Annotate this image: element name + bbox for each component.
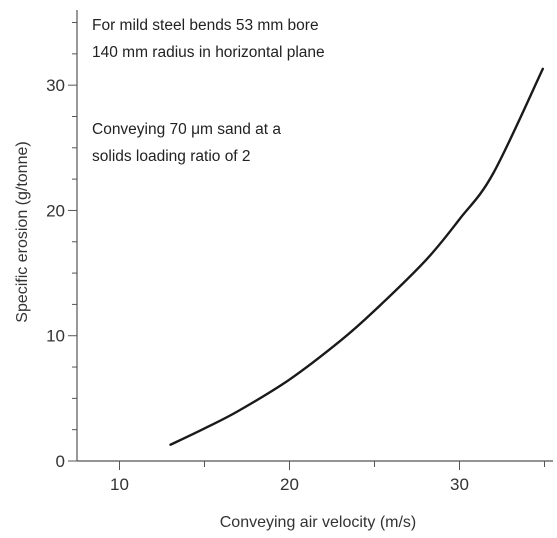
x-axis-label: Conveying air velocity (m/s) — [220, 514, 417, 531]
x-tick-label: 20 — [280, 475, 299, 494]
y-tick-label: 20 — [46, 201, 65, 220]
annotation-line: For mild steel bends 53 mm bore — [92, 17, 319, 34]
x-tick-label: 10 — [110, 475, 129, 494]
y-tick-label: 10 — [46, 327, 65, 346]
y-tick-label: 0 — [56, 452, 65, 471]
annotations: For mild steel bends 53 mm bore 140 mm ra… — [92, 17, 325, 165]
series-layer — [169, 67, 544, 446]
ticks — [68, 22, 545, 470]
x-tick-label: 30 — [450, 475, 469, 494]
annotation-line: 140 mm radius in horizontal plane — [92, 44, 325, 61]
annotation-line: Conveying 70 μm sand at a — [92, 121, 281, 138]
tick-labels: 10 20 30 0 10 20 30 — [46, 76, 469, 494]
axes — [76, 10, 553, 462]
y-tick-label: 30 — [46, 76, 65, 95]
annotation-line: solids loading ratio of 2 — [92, 148, 251, 165]
y-axis-label: Specific erosion (g/tonne) — [14, 141, 31, 322]
erosion-curve — [169, 67, 544, 446]
